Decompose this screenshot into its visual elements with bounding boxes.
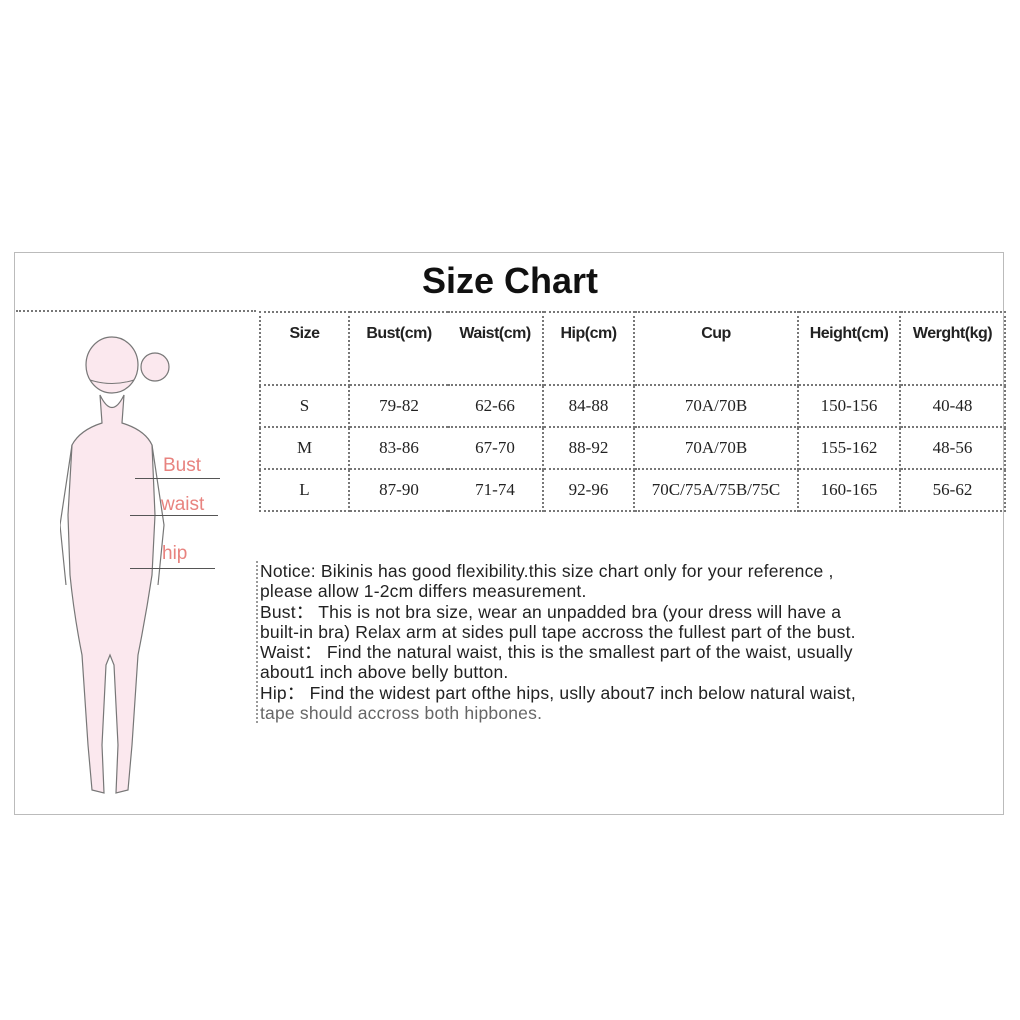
notes-line: built-in bra) Relax arm at sides pull ta… — [260, 621, 856, 642]
cell-waist: 67-70 — [448, 426, 544, 470]
cell-bust: 87-90 — [348, 468, 448, 512]
header-waist: Waist(cm) — [448, 311, 544, 386]
notes-line: about1 inch above belly button. — [260, 662, 509, 683]
cell-height: 160-165 — [797, 468, 901, 512]
cell-bust: 83-86 — [348, 426, 448, 470]
bust-line — [135, 478, 220, 479]
header-size: Size — [259, 311, 350, 386]
size-table: Size Bust(cm) Waist(cm) Hip(cm) Cup Heig… — [259, 311, 1006, 512]
notes-line: please allow 1-2cm differs measurement. — [260, 581, 587, 602]
notes-line: Notice: Bikinis has good flexibility.thi… — [260, 561, 834, 581]
cell-hip: 88-92 — [542, 426, 635, 470]
cell-size: M — [259, 426, 350, 470]
size-chart-frame — [14, 252, 1004, 815]
hip-line — [130, 568, 215, 569]
cell-weight: 48-56 — [899, 426, 1006, 470]
cell-bust: 79-82 — [348, 384, 448, 428]
cell-hip: 84-88 — [542, 384, 635, 428]
cell-weight: 40-48 — [899, 384, 1006, 428]
header-hip: Hip(cm) — [542, 311, 635, 386]
cell-waist: 62-66 — [448, 384, 544, 428]
cell-size: S — [259, 384, 350, 428]
header-bust: Bust(cm) — [348, 311, 448, 386]
measurement-notes: Notice: Bikinis has good flexibility.thi… — [256, 561, 1010, 724]
notes-line: Hip： Find the widest part ofthe hips, us… — [260, 682, 856, 703]
cell-cup: 70A/70B — [633, 426, 799, 470]
cell-cup: 70A/70B — [633, 384, 799, 428]
header-weight: Werght(kg) — [899, 311, 1006, 386]
table-row: L 87-90 71-74 92-96 70C/75A/75B/75C 160-… — [259, 468, 1006, 512]
body-figure-illustration — [60, 336, 170, 794]
cell-cup: 70C/75A/75B/75C — [633, 468, 799, 512]
notes-line: tape should accross both hipbones. — [260, 703, 543, 724]
header-cup: Cup — [633, 311, 799, 386]
cell-hip: 92-96 — [542, 468, 635, 512]
page-title: Size Chart — [421, 260, 599, 301]
divider — [16, 310, 256, 312]
cell-size: L — [259, 468, 350, 512]
notes-line: Waist： Find the natural waist, this is t… — [260, 642, 853, 663]
cell-waist: 71-74 — [448, 468, 544, 512]
cell-weight: 56-62 — [899, 468, 1006, 512]
table-header-row: Size Bust(cm) Waist(cm) Hip(cm) Cup Heig… — [259, 311, 1006, 386]
cell-height: 150-156 — [797, 384, 901, 428]
header-height: Height(cm) — [797, 311, 901, 386]
table-row: M 83-86 67-70 88-92 70A/70B 155-162 48-5… — [259, 426, 1006, 470]
notes-line: Bust： This is not bra size, wear an unpa… — [260, 601, 842, 622]
waist-line — [130, 515, 218, 516]
hip-label: hip — [162, 543, 188, 564]
cell-height: 155-162 — [797, 426, 901, 470]
waist-label: waist — [161, 494, 205, 515]
table-row: S 79-82 62-66 84-88 70A/70B 150-156 40-4… — [259, 384, 1006, 428]
bust-label: Bust — [163, 455, 202, 476]
